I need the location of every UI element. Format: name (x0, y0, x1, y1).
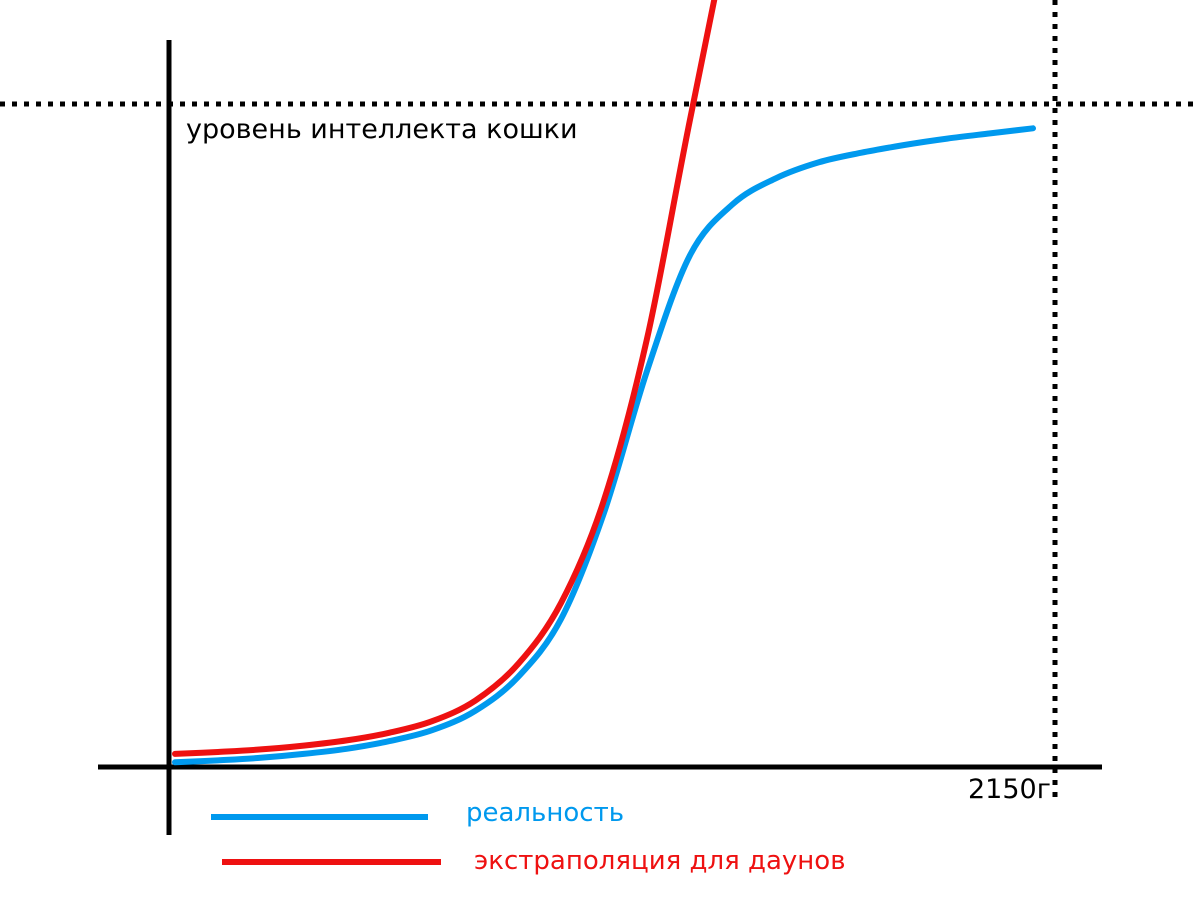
series-lines (172, 0, 1036, 766)
x-tick-label: 2150г (968, 774, 1051, 805)
reference-line-label: уровень интеллекта кошки (186, 114, 578, 145)
legend-swatches (211, 814, 441, 865)
series-line-extrapolation (172, 0, 718, 757)
legend-label-extrapolation: экстраполяция для даунов (474, 846, 846, 876)
series-line-reality (172, 125, 1036, 766)
legend-label-reality: реальность (466, 798, 625, 828)
axes (98, 40, 1102, 835)
reference-lines (0, 0, 1200, 800)
